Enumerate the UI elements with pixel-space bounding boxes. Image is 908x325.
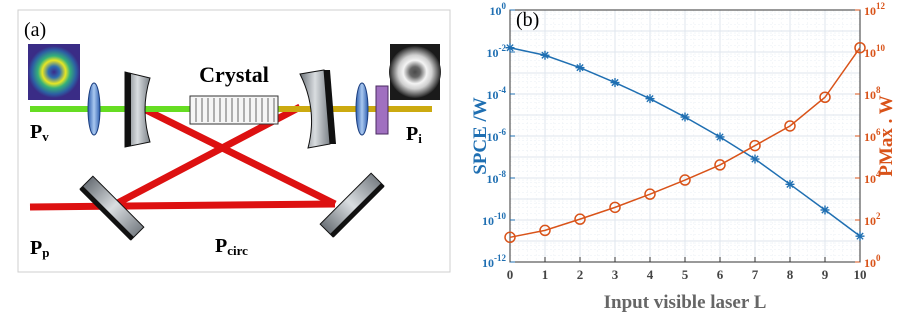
x-tick-label: 2 (577, 267, 584, 282)
chart-series (504, 41, 866, 244)
left-axis-ticks: 100 10-2 10-4 10-6 10-8 10-10 10-12 (482, 1, 515, 270)
filter (375, 85, 389, 135)
idler-beam-profile-image (389, 44, 441, 100)
pmax-data-point (749, 139, 761, 152)
chart-panel: 100 10-2 10-4 10-6 10-8 10-10 10-12 100 102 104 1… (460, 0, 908, 320)
right-axis-ticks: 100 102 104 106 108 1010 1012 (855, 1, 886, 270)
x-tick-label: 8 (787, 267, 794, 282)
spce-data-point (785, 179, 795, 189)
curved-mirror-left (124, 71, 151, 148)
right-tick-label: 100 (864, 253, 881, 270)
pmax-data-point (679, 174, 691, 186)
pmax-data-point (644, 188, 656, 200)
right-tick-label: 1010 (864, 43, 886, 60)
lens-right (355, 82, 369, 136)
x-tick-label: 3 (612, 267, 619, 282)
right-tick-label: 108 (864, 85, 881, 102)
panel-a-label: (a) (24, 19, 46, 41)
spce-data-point (575, 63, 585, 73)
x-tick-label: 7 (752, 267, 759, 282)
setup-svg: (a) Crystal Pv Pi Pp Pcirc (17, 9, 451, 273)
pi-label: Pi (406, 123, 422, 146)
pcirc-label: Pcirc (215, 235, 248, 258)
pmax-data-point (784, 120, 796, 132)
x-tick-label: 4 (647, 267, 654, 282)
left-tick-label: 10-2 (487, 43, 507, 60)
spce-data-point (855, 231, 865, 241)
x-tick-label: 10 (854, 267, 867, 282)
x-tick-label: 5 (682, 267, 689, 282)
left-tick-label: 100 (490, 1, 507, 18)
crystal (189, 95, 279, 125)
spce-data-point (750, 154, 760, 164)
curved-mirror-right (299, 69, 336, 149)
spce-data-point (680, 112, 690, 122)
x-tick-label: 0 (507, 267, 514, 282)
right-tick-label: 102 (864, 211, 881, 228)
pp-label: Pp (30, 237, 49, 260)
flat-mirror-right (319, 172, 385, 238)
left-tick-label: 10-12 (482, 253, 506, 270)
x-axis-ticks: 0 1 2 3 4 5 6 7 8 9 10 (507, 257, 867, 282)
x-tick-label: 9 (822, 267, 829, 282)
pmax-data-point (539, 224, 551, 237)
left-axis-label: SPCE /W (470, 97, 491, 175)
x-axis-label: Input visible laser L (604, 292, 767, 313)
pmax-data-point (714, 159, 726, 171)
pmax-data-point (854, 41, 866, 54)
left-tick-label: 10-6 (487, 127, 507, 144)
pmax-data-point (574, 213, 586, 225)
pmax-data-point (504, 231, 516, 244)
right-tick-label: 104 (864, 169, 881, 186)
left-tick-label: 10-4 (487, 85, 507, 102)
spce-data-point (540, 50, 550, 60)
pmax-data-point (819, 91, 831, 104)
spce-data-point (645, 94, 655, 104)
left-tick-label: 10-8 (487, 169, 507, 186)
spce-data-point (610, 78, 620, 88)
pv-label: Pv (30, 121, 49, 144)
x-tick-label: 6 (717, 267, 724, 282)
right-axis-label: PMax . W (876, 95, 897, 176)
spce-data-point (715, 132, 725, 142)
lens-left (87, 82, 101, 136)
right-tick-label: 1012 (864, 1, 886, 18)
panel-b-label: (b) (516, 9, 539, 31)
visible-beam-profile-image (28, 44, 80, 100)
right-tick-label: 106 (864, 127, 881, 144)
optical-setup-diagram: (a) Crystal Pv Pi Pp Pcirc (0, 0, 460, 280)
crystal-label: Crystal (199, 62, 269, 87)
flat-mirror-left (79, 175, 145, 241)
pmax-data-point (609, 201, 621, 214)
pmax-series-line (509, 47, 861, 239)
x-tick-label: 1 (542, 267, 549, 282)
spce-data-point (505, 43, 515, 53)
left-tick-label: 10-10 (482, 211, 506, 228)
spce-data-point (820, 205, 830, 215)
